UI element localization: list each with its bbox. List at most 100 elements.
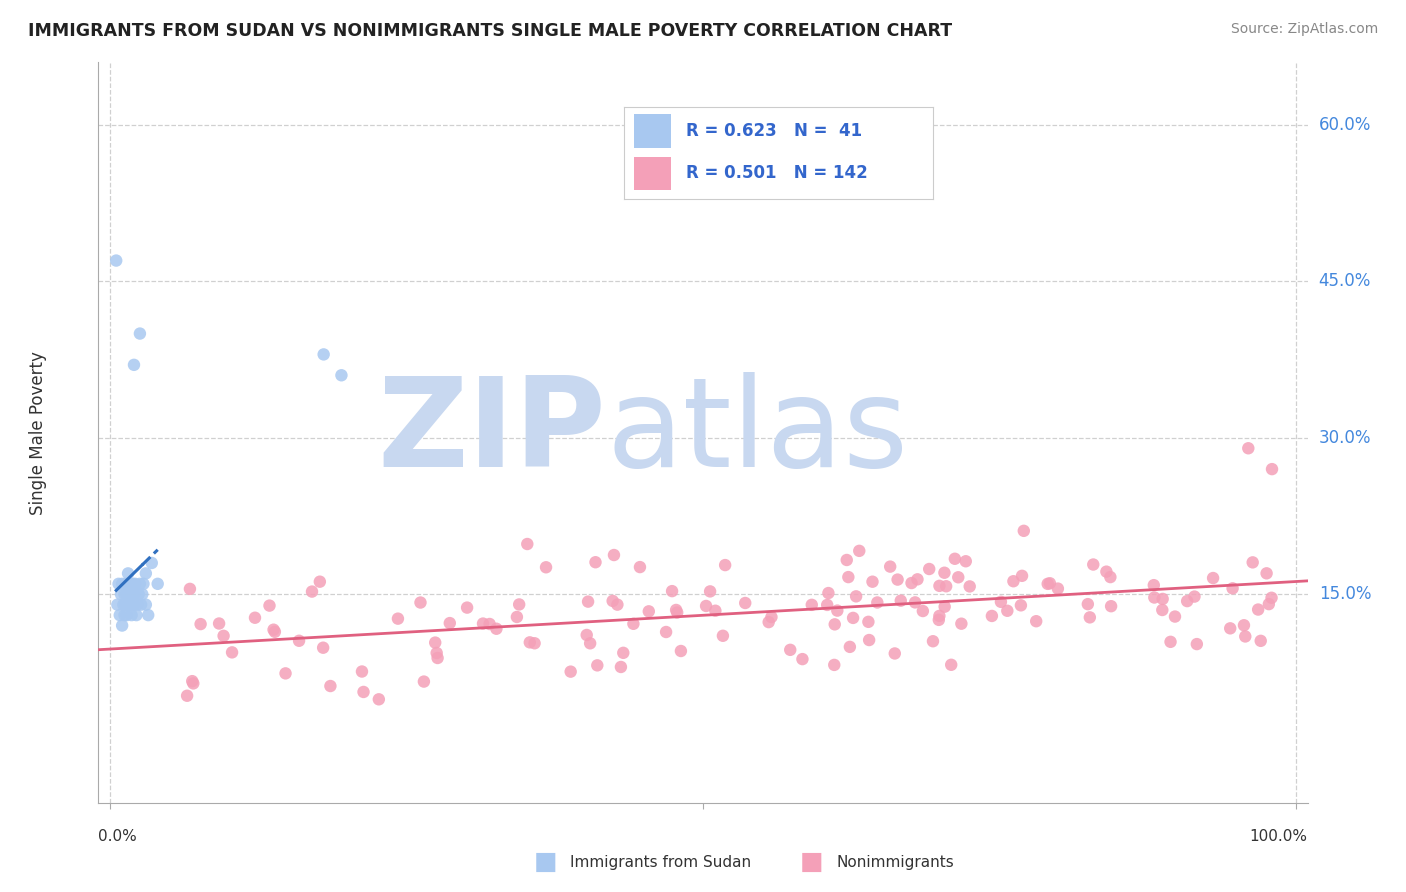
Point — [181, 674, 204, 689]
Point — [121, 587, 143, 601]
Point — [1160, 635, 1182, 649]
Point — [117, 566, 139, 581]
Point — [858, 615, 880, 629]
Point — [1143, 578, 1166, 592]
Point — [665, 603, 688, 617]
Point — [1077, 597, 1099, 611]
Point — [637, 604, 659, 618]
Point — [506, 610, 529, 624]
Point — [124, 577, 146, 591]
Point — [259, 599, 281, 613]
Point — [610, 660, 633, 674]
Point — [928, 608, 950, 623]
Point — [928, 613, 950, 627]
Text: 30.0%: 30.0% — [1319, 429, 1371, 447]
Point — [734, 596, 756, 610]
Point — [579, 636, 602, 650]
Point — [110, 587, 132, 601]
Point — [426, 646, 449, 660]
Point — [823, 657, 845, 672]
Point — [845, 590, 868, 604]
Point — [606, 598, 628, 612]
Text: 60.0%: 60.0% — [1319, 116, 1371, 134]
Point — [883, 647, 905, 661]
Point — [1233, 618, 1256, 632]
Point — [472, 616, 495, 631]
Point — [918, 562, 941, 576]
Point — [817, 586, 839, 600]
Point — [655, 625, 678, 640]
Point — [508, 598, 530, 612]
Point — [695, 599, 717, 613]
Point — [122, 358, 145, 372]
Point — [122, 598, 145, 612]
Point — [628, 560, 651, 574]
Point — [1099, 570, 1122, 584]
Point — [135, 598, 157, 612]
Point — [263, 623, 285, 637]
Point — [842, 611, 865, 625]
Point — [603, 548, 626, 562]
Point — [1237, 442, 1260, 456]
Point — [1011, 569, 1033, 583]
Point — [941, 657, 963, 672]
Point — [669, 644, 692, 658]
Point — [560, 665, 582, 679]
Point — [1222, 582, 1244, 596]
Point — [1250, 633, 1272, 648]
Point — [105, 253, 128, 268]
Point — [890, 593, 912, 607]
Point — [523, 636, 546, 650]
Point — [301, 584, 323, 599]
Point — [990, 595, 1012, 609]
Text: Single Male Poverty: Single Male Poverty — [30, 351, 46, 515]
Point — [602, 594, 624, 608]
Point — [699, 584, 721, 599]
Point — [1152, 591, 1174, 606]
Point — [955, 554, 977, 568]
Point — [243, 611, 266, 625]
Point — [666, 606, 689, 620]
Point — [350, 665, 373, 679]
Point — [179, 582, 201, 596]
Point — [576, 594, 599, 608]
Point — [1184, 590, 1206, 604]
Point — [387, 612, 409, 626]
Point — [612, 646, 634, 660]
Point — [288, 633, 311, 648]
Point — [308, 574, 330, 589]
Point — [121, 577, 143, 591]
Point — [815, 598, 838, 612]
Point — [114, 598, 136, 612]
Point — [367, 692, 389, 706]
Text: Nonimmigrants: Nonimmigrants — [837, 855, 953, 870]
Point — [107, 577, 129, 591]
Point — [827, 604, 849, 618]
Point — [312, 347, 335, 361]
Point — [585, 555, 607, 569]
Text: ZIP: ZIP — [378, 372, 606, 493]
Point — [879, 559, 901, 574]
Point — [1185, 637, 1208, 651]
Point — [534, 560, 557, 574]
Point — [1012, 524, 1035, 538]
Point — [129, 577, 152, 591]
Point — [1078, 610, 1101, 624]
Point — [1010, 599, 1032, 613]
Point — [1261, 462, 1284, 476]
Point — [935, 579, 957, 593]
Point — [132, 577, 155, 591]
Text: 15.0%: 15.0% — [1319, 585, 1371, 603]
Text: 100.0%: 100.0% — [1250, 829, 1308, 844]
Point — [117, 598, 139, 612]
Point — [575, 628, 598, 642]
Point — [111, 618, 134, 632]
Point — [1219, 621, 1241, 635]
Point — [792, 652, 814, 666]
Point — [1025, 614, 1047, 628]
Point — [1260, 591, 1282, 605]
Point — [886, 573, 908, 587]
Point — [146, 577, 169, 591]
Point — [111, 577, 134, 591]
Point — [353, 685, 375, 699]
